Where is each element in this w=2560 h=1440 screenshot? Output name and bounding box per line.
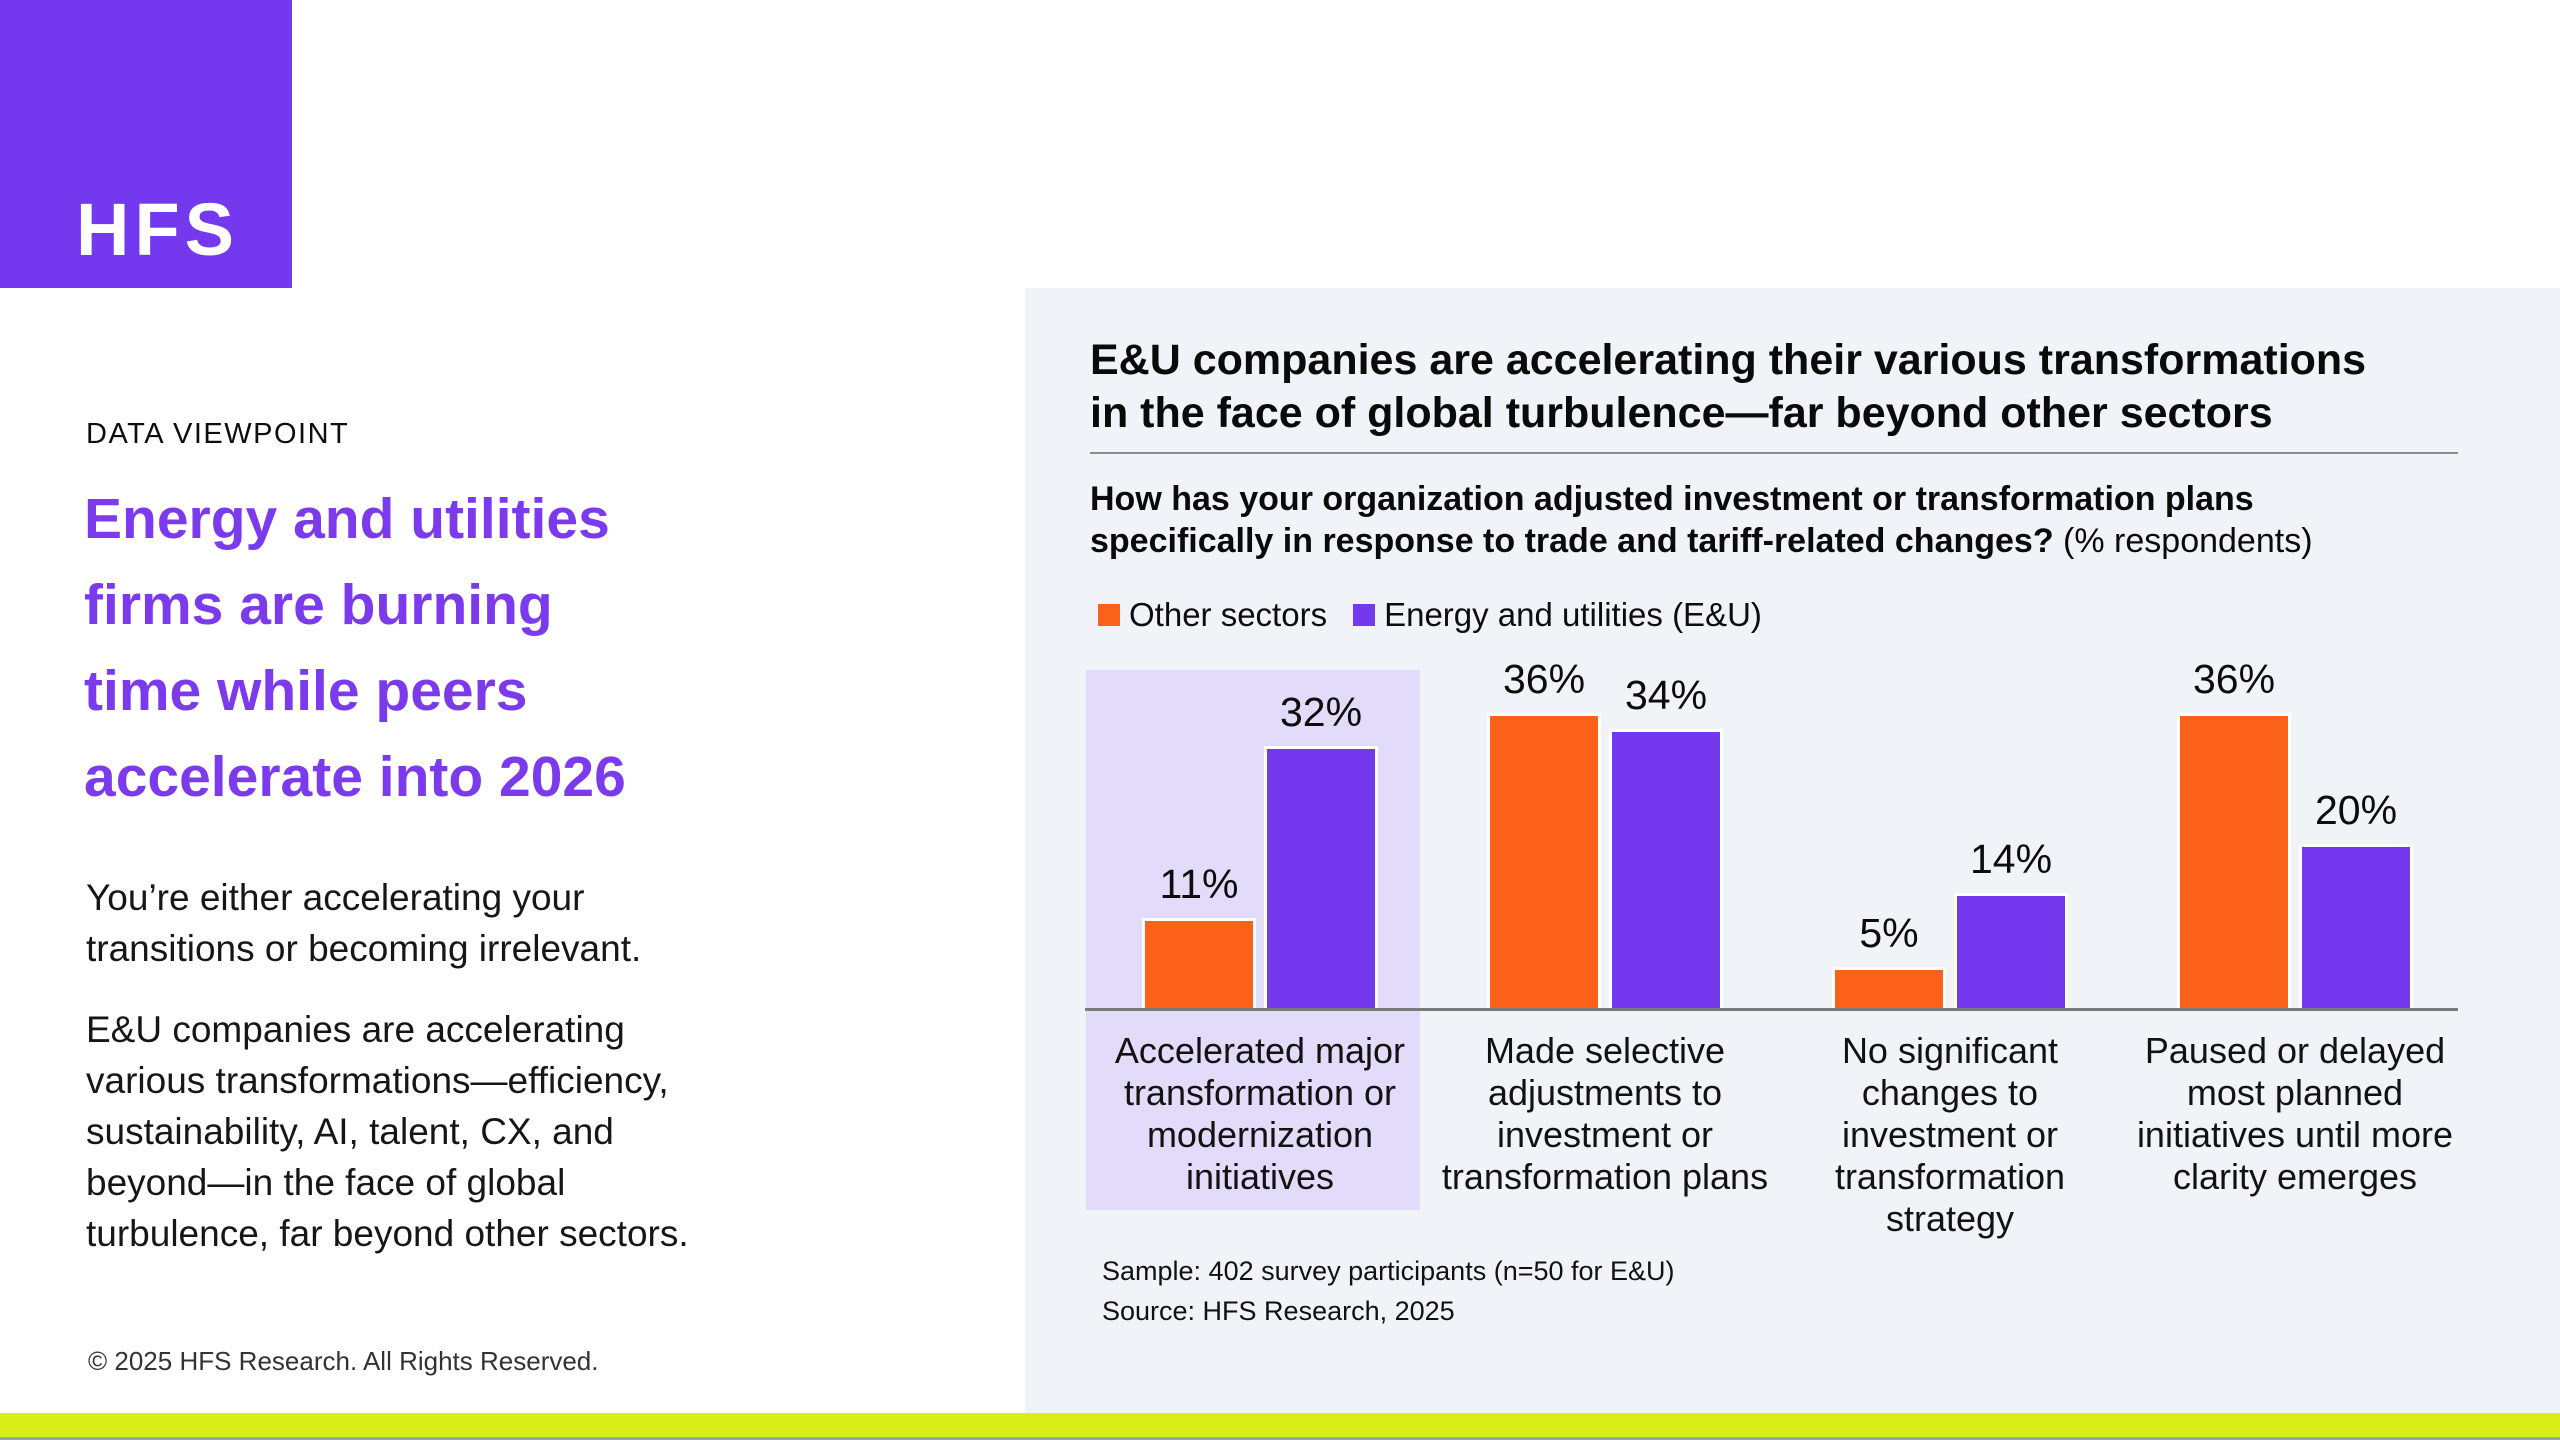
bar-other-sectors-0 <box>1142 918 1256 1008</box>
chart-title: E&U companies are accelerating their var… <box>1090 336 2367 437</box>
eyebrow-label: DATA VIEWPOINT <box>86 418 350 450</box>
body-paragraph: E&U companies are accelerating various t… <box>86 1009 689 1254</box>
legend-item-energy-utilities: Energy and utilities (E&U) <box>1353 596 1762 634</box>
bar-value-label-other-sectors-2: 5% <box>1859 910 1919 956</box>
source-note: Source: HFS Research, 2025 <box>1102 1296 1455 1326</box>
bar-energy-utilities-0 <box>1264 746 1378 1008</box>
footer-accent-bar <box>0 1413 2560 1437</box>
copyright-text: © 2025 HFS Research. All Rights Reserved… <box>88 1346 599 1376</box>
bar-value-label-other-sectors-3: 36% <box>2192 656 2276 702</box>
legend-swatch-energy-utilities <box>1353 604 1376 626</box>
bar-value-label-other-sectors-0: 11% <box>1159 861 1239 907</box>
bar-other-sectors-3 <box>2177 713 2291 1008</box>
bar-other-sectors-1 <box>1487 713 1601 1008</box>
category-label-0: Accelerated major transformation or mode… <box>1114 1030 1406 1197</box>
page-title: Energy and utilities firms are burning t… <box>84 487 626 809</box>
bar-value-label-energy-utilities-0: 32% <box>1279 689 1363 735</box>
survey-question: How has your organization adjusted inves… <box>1090 478 2313 562</box>
bar-energy-utilities-3 <box>2299 844 2413 1008</box>
x-axis-line <box>1085 1008 2458 1011</box>
bar-value-label-energy-utilities-3: 20% <box>2314 787 2398 833</box>
hfs-logo-text: HFS <box>76 188 239 271</box>
legend-swatch-other-sectors <box>1098 604 1120 626</box>
bar-value-label-energy-utilities-1: 34% <box>1624 672 1708 718</box>
bar-energy-utilities-1 <box>1609 729 1723 1008</box>
survey-question-bold: How has your organization adjusted inves… <box>1090 480 2254 560</box>
bottom-edge-line <box>0 1437 2560 1440</box>
intro-paragraph: You’re either accelerating your transiti… <box>86 877 642 969</box>
category-label-3: Paused or delayed most planned initiativ… <box>2136 1030 2454 1197</box>
hfs-logo: HFS <box>0 0 292 288</box>
survey-question-suffix: (% respondents) <box>2053 522 2313 560</box>
category-label-2: No significant changes to investment or … <box>1834 1030 2066 1239</box>
sample-note: Sample: 402 survey participants (n=50 fo… <box>1102 1256 1675 1286</box>
category-label-1: Made selective adjustments to investment… <box>1441 1030 1769 1197</box>
bar-value-label-energy-utilities-2: 14% <box>1969 836 2053 882</box>
legend-label-energy-utilities: Energy and utilities (E&U) <box>1384 596 1762 633</box>
bar-energy-utilities-2 <box>1954 893 2068 1008</box>
bar-other-sectors-2 <box>1832 967 1946 1008</box>
bar-value-label-other-sectors-1: 36% <box>1502 656 1586 702</box>
legend-label-other-sectors: Other sectors <box>1129 596 1328 633</box>
chart-legend: Other sectors Energy and utilities (E&U) <box>1098 596 1762 634</box>
legend-item-other-sectors: Other sectors <box>1098 596 1327 634</box>
title-divider <box>1090 452 2458 454</box>
